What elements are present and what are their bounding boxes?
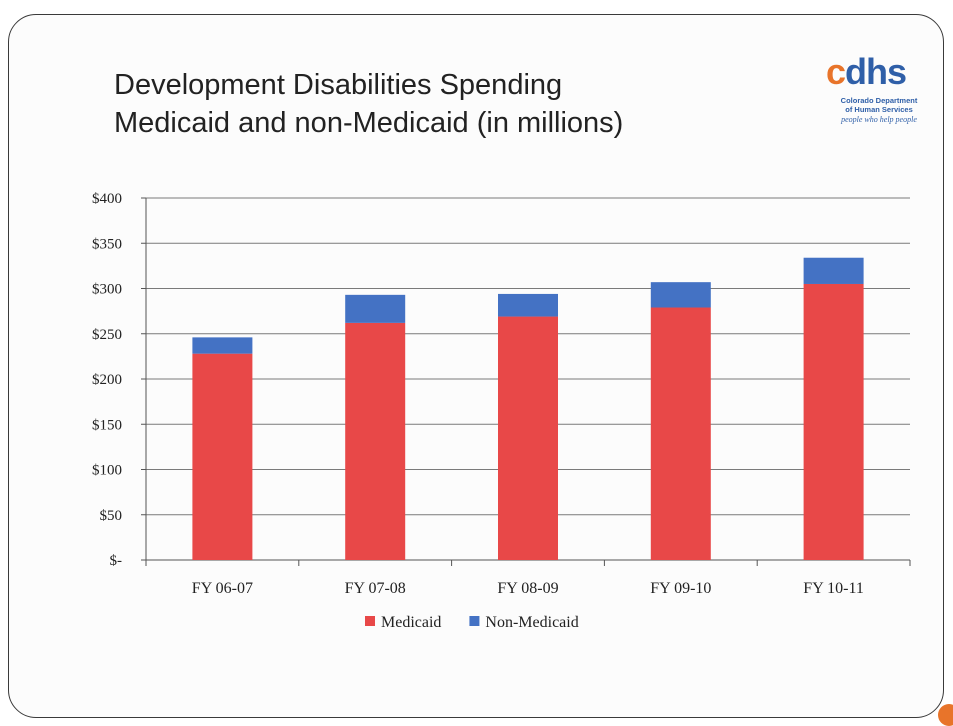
title-line-1: Development Disabilities Spending xyxy=(114,69,563,101)
bar-medicaid xyxy=(345,322,406,560)
x-category-label: FY 07-08 xyxy=(345,580,406,597)
logo-wordmark-c: c xyxy=(826,51,846,92)
x-category-label: FY 10-11 xyxy=(803,580,864,597)
bar-medicaid xyxy=(650,307,711,560)
x-category-label: FY 06-07 xyxy=(192,580,253,597)
y-tick-label: $200 xyxy=(92,372,122,388)
logo-org-line-1: Colorado Department xyxy=(840,96,918,105)
legend-label-medicaid: Medicaid xyxy=(381,614,441,631)
x-category-label: FY 08-09 xyxy=(497,580,558,597)
slide-frame xyxy=(8,14,944,718)
logo-org-line-2: of Human Services xyxy=(845,105,913,114)
legend-label-non-medicaid: Non-Medicaid xyxy=(485,614,578,631)
y-tick-label: $400 xyxy=(92,191,122,207)
y-tick-label: $300 xyxy=(92,282,122,298)
bar-medicaid xyxy=(803,283,864,560)
bar-medicaid xyxy=(192,353,253,560)
logo-wordmark-rest: dhs xyxy=(845,51,907,92)
bar-non-medicaid xyxy=(650,282,711,308)
bar-non-medicaid xyxy=(498,293,558,317)
legend-swatch-medicaid xyxy=(365,616,375,626)
legend-swatch-non-medicaid xyxy=(469,616,480,626)
bar-non-medicaid xyxy=(803,257,864,284)
x-category-label: FY 09-10 xyxy=(650,580,711,597)
y-tick-label: $- xyxy=(110,553,123,569)
cdhs-logo: cdhs Colorado Department of Human Servic… xyxy=(812,52,940,142)
y-tick-label: $150 xyxy=(92,417,122,433)
logo-wordmark: cdhs xyxy=(826,51,907,92)
title-line-2: Medicaid and non-Medicaid (in millions) xyxy=(114,107,624,139)
bar-non-medicaid xyxy=(345,294,406,323)
y-tick-label: $100 xyxy=(92,463,122,479)
bar-non-medicaid xyxy=(192,337,253,354)
page-indicator-dot xyxy=(938,704,953,726)
bar-medicaid xyxy=(498,316,558,560)
slide-title: Development Disabilities Spending Medica… xyxy=(114,66,623,142)
y-tick-label: $250 xyxy=(92,327,122,343)
y-tick-label: $350 xyxy=(92,236,122,252)
logo-tagline: people who help people xyxy=(841,115,917,124)
y-tick-label: $50 xyxy=(100,508,123,524)
